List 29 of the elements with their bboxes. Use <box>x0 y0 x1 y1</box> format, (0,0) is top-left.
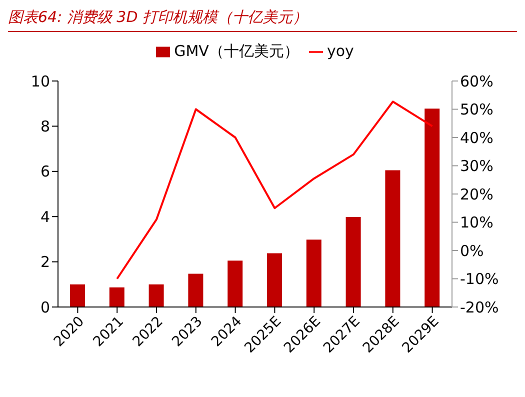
bar <box>385 170 400 307</box>
bar <box>70 284 85 307</box>
y2-tick-label: 30% <box>460 157 494 176</box>
y2-tick-label: -20% <box>460 298 499 316</box>
legend-label: GMV（十亿美元） <box>174 42 299 60</box>
y-tick-label: 2 <box>40 253 50 272</box>
bar <box>148 284 164 307</box>
y2-tick-label: 10% <box>460 214 494 232</box>
bar <box>424 108 440 307</box>
y2-tick-label: 50% <box>460 100 494 119</box>
y-tick-label: 8 <box>40 118 50 136</box>
bar <box>109 287 124 307</box>
y-tick-label: 0 <box>40 298 50 316</box>
line-series <box>116 100 434 280</box>
bar <box>306 240 322 307</box>
y2-tick-label: -10% <box>460 270 499 288</box>
y-tick-label: 6 <box>40 162 50 181</box>
y-tick-label: 4 <box>40 208 50 226</box>
bar <box>188 274 204 307</box>
bar <box>346 217 361 307</box>
chart-title: 图表64: 消费级 3D 打印机规模（十亿美元） <box>8 8 517 32</box>
y2-tick-label: 40% <box>460 128 494 147</box>
y-tick-label: 10 <box>30 72 50 90</box>
y2-tick-label: 60% <box>460 72 494 90</box>
bar <box>228 260 243 307</box>
y2-tick-label: 20% <box>460 185 494 204</box>
legend-label: yoy <box>326 42 354 60</box>
y2-tick-label: 0% <box>460 242 484 260</box>
bar <box>267 253 282 307</box>
